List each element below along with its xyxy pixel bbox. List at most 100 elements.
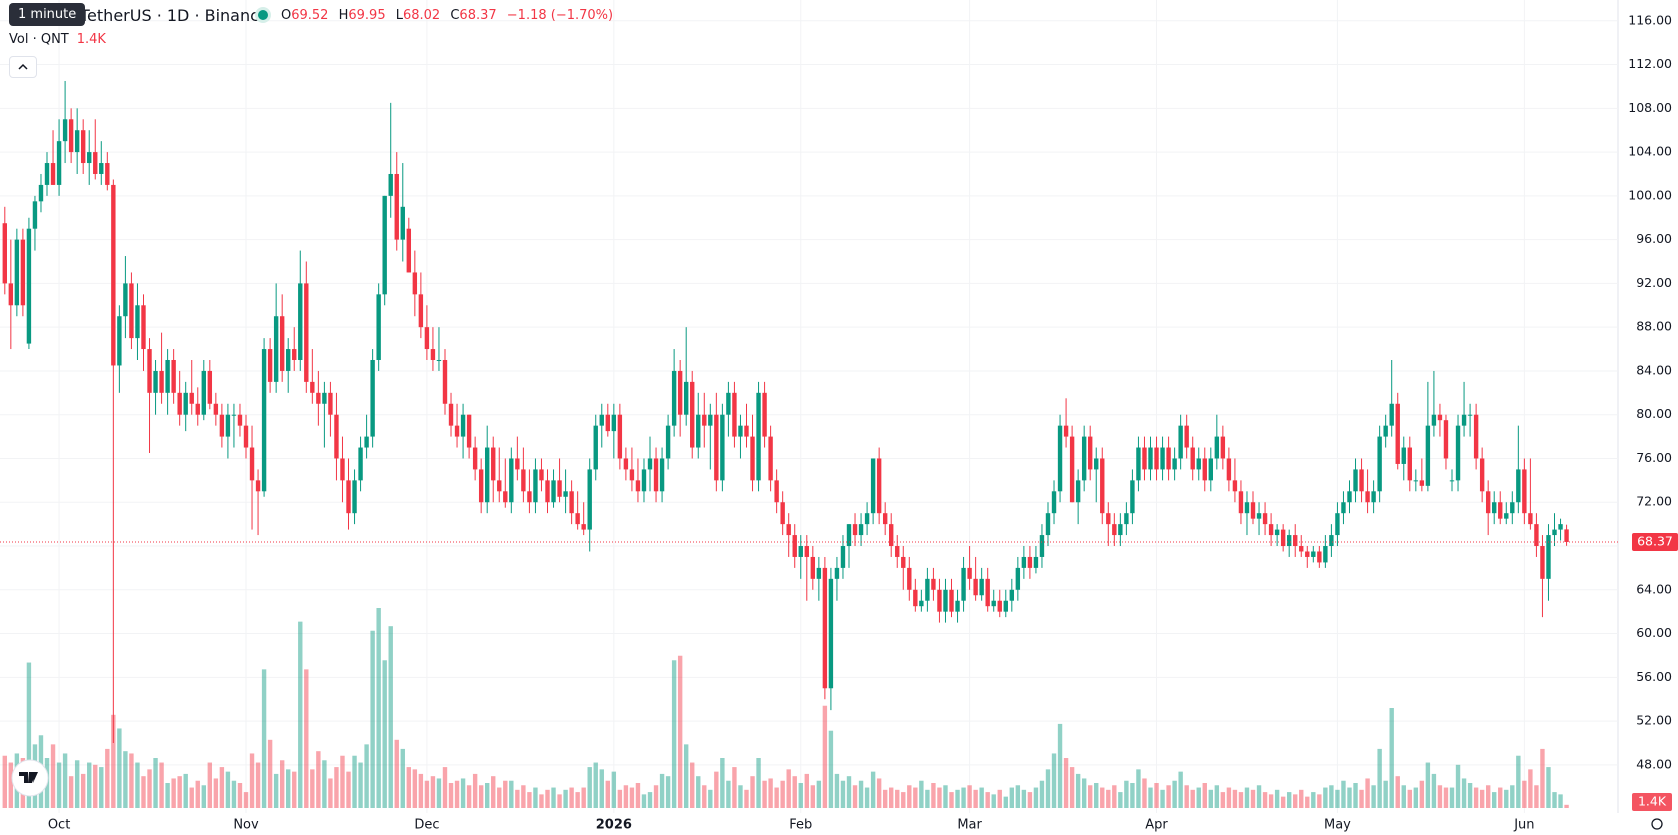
candle-body [1365, 491, 1370, 503]
volume-bar [557, 794, 562, 808]
candle-body [780, 502, 785, 525]
volume-bar [243, 792, 249, 808]
candle-body [599, 414, 604, 426]
symbol-title[interactable]: TetherUS · 1D · Binance [80, 6, 269, 25]
candle-body [2, 223, 7, 284]
volume-bar [834, 773, 840, 808]
candle-body [846, 524, 852, 547]
candle-body [1534, 524, 1539, 547]
x-tick-label: 2026 [596, 818, 632, 833]
volume-bar [762, 780, 767, 808]
header: TetherUS · 1D · Binance 1 minute O69.52 … [0, 0, 1678, 80]
volume-bar [683, 744, 689, 808]
volume-bar [334, 767, 339, 808]
volume-bar [50, 744, 56, 808]
x-tick-label: Oct [48, 818, 70, 833]
volume-bar [1094, 783, 1099, 808]
volume-bar [1329, 785, 1334, 808]
candle-body [521, 469, 526, 492]
candle-body [569, 491, 574, 514]
candle-body [756, 392, 761, 481]
volume-bar [997, 789, 1002, 808]
volume-bar [478, 785, 484, 808]
volume-bar [1305, 796, 1310, 808]
volume-bar [732, 767, 737, 808]
volume-bar [189, 787, 194, 808]
y-tick-label: 52.00 [1636, 713, 1672, 728]
volume-bar [1112, 785, 1117, 808]
candle-body [1063, 425, 1069, 437]
candle-body [207, 370, 213, 404]
candle-body [219, 414, 225, 437]
candle-body [117, 316, 122, 366]
volume-bar [1516, 755, 1521, 808]
volume-bar [1443, 787, 1449, 808]
volume-bar [231, 780, 237, 808]
volume-bar [545, 789, 550, 808]
volume-bar [677, 655, 683, 808]
volume-bar [1202, 783, 1207, 808]
candle-body [478, 469, 484, 503]
candle-body [1033, 556, 1039, 568]
volume-bar [406, 767, 412, 808]
collapse-button[interactable] [9, 56, 37, 78]
volume-bar [1395, 776, 1400, 808]
candle-body [804, 546, 809, 557]
volume-bar [141, 776, 146, 808]
volume-bar [907, 785, 912, 808]
candle-body [135, 305, 140, 339]
candle-body [442, 359, 448, 404]
volume-bar [629, 787, 635, 808]
candle-body [1293, 535, 1298, 547]
volume-bar [593, 762, 598, 808]
candle-body [1546, 535, 1551, 579]
volume-bar [1190, 789, 1195, 808]
volume-bar [810, 785, 816, 808]
candle-body [1045, 513, 1051, 536]
candle-body [1069, 436, 1075, 503]
volume-bar [183, 773, 188, 808]
candle-body [1015, 567, 1021, 590]
candle-body [509, 458, 514, 503]
volume-bar [1057, 723, 1063, 808]
market-status[interactable] [258, 10, 268, 20]
volume-bar [62, 753, 68, 808]
candle-body [1485, 491, 1491, 514]
y-tick-label: 84.00 [1636, 362, 1672, 377]
volume-bar [1401, 785, 1406, 808]
volume-bar [587, 767, 592, 808]
candle-body [1274, 529, 1280, 536]
candle-body [1540, 546, 1545, 579]
x-tick-label: Nov [233, 818, 259, 833]
candle-body [322, 392, 327, 404]
volume-bar [310, 769, 315, 808]
volume-bar [1528, 769, 1533, 808]
volume-bar [1256, 785, 1262, 808]
candle-body [527, 491, 532, 503]
volume-bar [358, 762, 363, 808]
volume-bar [949, 792, 954, 808]
candle-body [907, 567, 912, 590]
y-tick-label: 104.00 [1628, 144, 1672, 159]
candle-body [943, 589, 948, 612]
volume-bar [738, 785, 743, 808]
candle-body [635, 480, 641, 492]
candle-body [50, 163, 56, 185]
volume-bar [267, 739, 273, 808]
volume-bar [858, 780, 864, 808]
candle-body [147, 349, 152, 393]
candle-body [623, 458, 629, 470]
volume-bar [279, 760, 285, 808]
candle-body [1051, 491, 1057, 514]
volume-bar [147, 769, 152, 808]
candle-body [1226, 458, 1232, 481]
volume-bar [617, 789, 623, 808]
candle-body [852, 524, 858, 536]
candle-body [406, 228, 412, 273]
candle-body [732, 392, 737, 437]
volume-bar [1045, 769, 1051, 808]
volume-bar [780, 780, 785, 808]
volume-bar [382, 660, 387, 808]
volume-bar [298, 621, 303, 808]
